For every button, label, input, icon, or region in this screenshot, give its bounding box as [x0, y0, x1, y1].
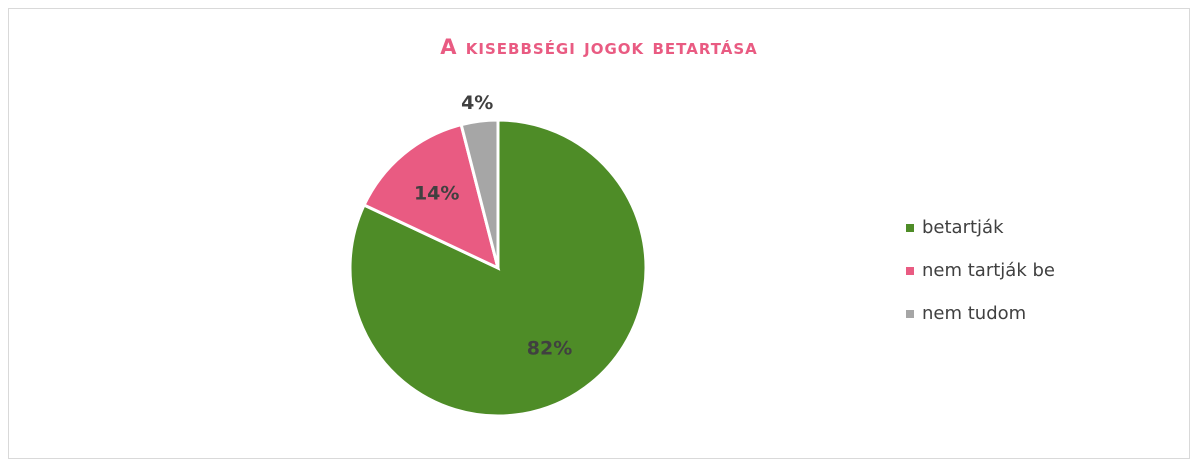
- data-label: 4%: [461, 92, 493, 114]
- legend-label: betartják: [922, 217, 1004, 238]
- pie-slice: [459, 118, 500, 269]
- legend-swatch: [906, 224, 914, 232]
- legend-swatch: [906, 310, 914, 318]
- data-label: 82%: [527, 338, 572, 360]
- legend-label: nem tartják be: [922, 260, 1055, 281]
- pie-slice: [362, 122, 501, 271]
- legend-label: nem tudom: [922, 303, 1026, 324]
- data-label: 14%: [414, 182, 459, 204]
- chart-title: A kisebbségi jogok betartása: [440, 35, 758, 59]
- legend-swatch: [906, 267, 914, 275]
